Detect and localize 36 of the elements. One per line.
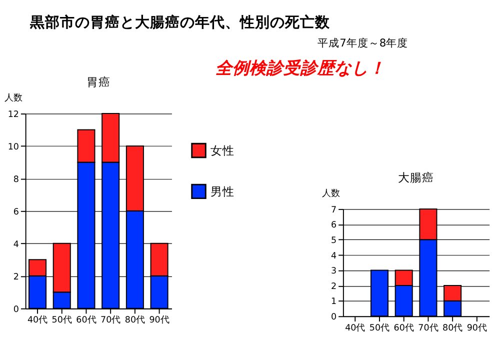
text: 黒部市の胃癌と大腸癌の年代、性別の死亡数 [29,12,332,31]
y-tick-label: 2 [331,282,337,292]
y-tick-label: 7 [331,205,337,216]
x-tick-label: 90代 [466,322,487,334]
x-tick-label: 50代 [369,322,390,334]
legend-label: 男性 [210,184,234,198]
x-tick-label: 50代 [52,314,72,326]
legend-label: 女性 [210,143,234,158]
chart-title: 大腸癌 [398,170,434,185]
x-tick-label: 80代 [442,322,463,334]
x-tick-label: 80代 [124,314,146,326]
y-tick-label: 5 [331,236,337,246]
y-tick-label: 12 [8,110,19,120]
x-tick-label: 40代 [345,322,366,334]
x-tick-label: 90代 [149,314,170,326]
y-tick-label: 4 [13,240,20,250]
y-tick-label: 3 [331,266,337,277]
y-tick-label: 0 [331,312,337,323]
y-axis-title: 人数 [4,92,22,104]
x-tick-label: 40代 [27,314,48,326]
x-tick-label: 70代 [100,314,121,326]
y-tick-label: 10 [8,142,19,152]
y-tick-label: 6 [13,207,20,218]
x-tick-label: 60代 [394,322,414,334]
y-axis-title: 人数 [322,188,340,199]
y-tick-label: 2 [13,272,19,282]
x-tick-label: 70代 [418,322,438,334]
y-tick-label: 1 [331,297,337,308]
y-tick-label: 0 [13,304,19,315]
text: 平成7年度～8年度 [318,36,408,50]
text: 全例検診受診歴なし！ [215,58,386,78]
chart-title: 胃癌 [86,75,110,90]
y-tick-label: 4 [331,251,338,262]
y-tick-label: 6 [331,220,338,231]
x-tick-label: 60代 [76,314,96,326]
y-tick-label: 8 [13,174,19,185]
